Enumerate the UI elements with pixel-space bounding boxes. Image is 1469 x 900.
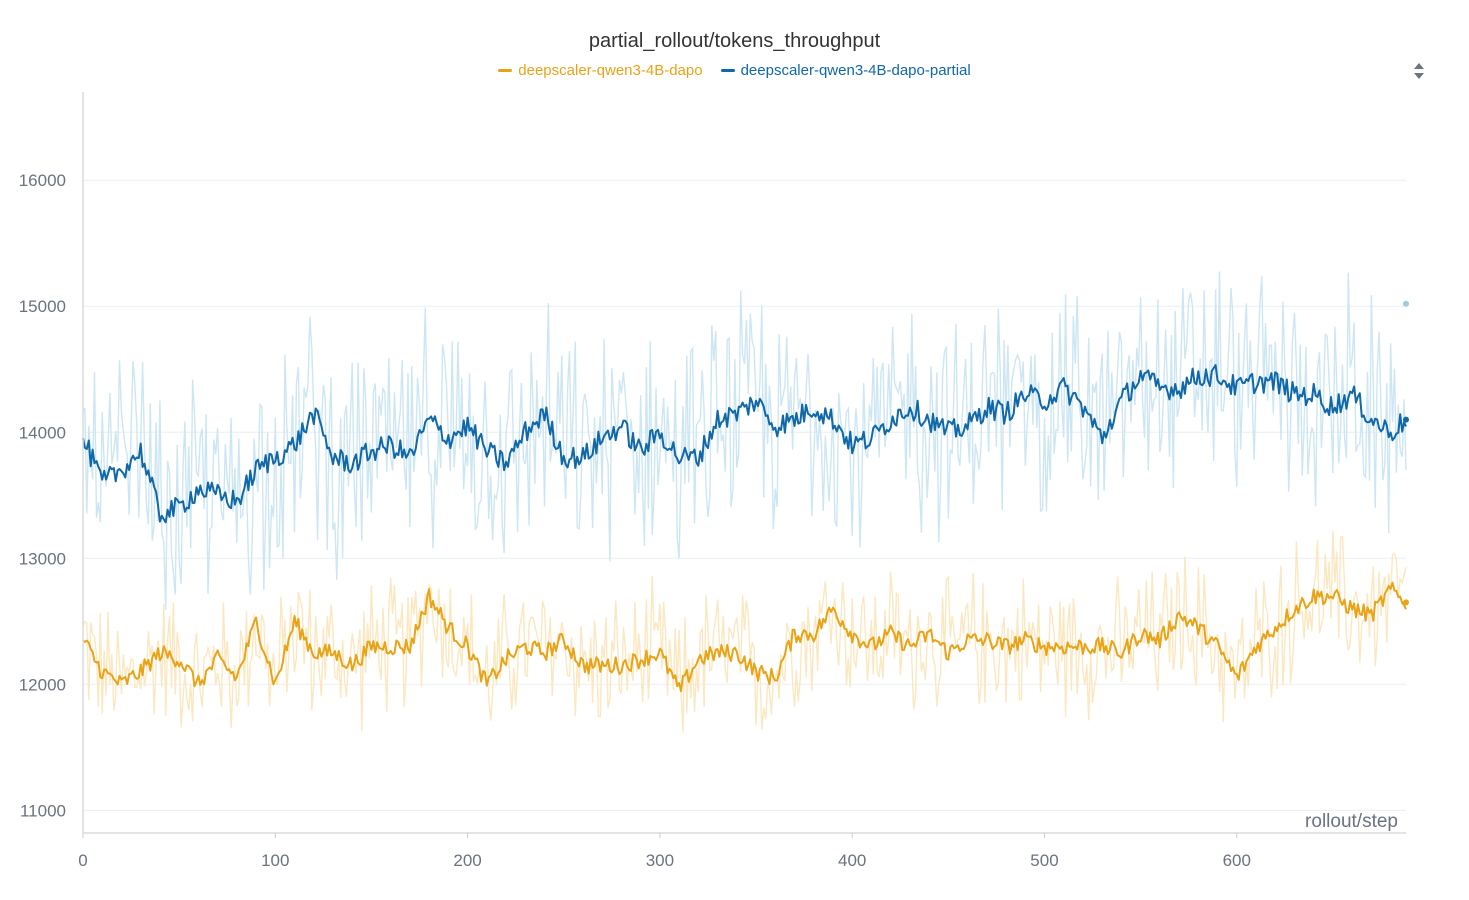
y-tick-label: 12000 [19,675,66,694]
end-marker [1403,300,1409,307]
chart-title: partial_rollout/tokens_throughput [588,30,881,52]
x-tick-label: 200 [453,851,481,870]
grid-lines [83,179,1406,811]
axes [82,92,1406,834]
y-tick-label: 15000 [19,297,66,316]
legend-label-dapo-partial: deepscaler-qwen3-4B-dapo-partial [740,62,971,79]
x-axis-label: rollout/step [1305,811,1398,832]
x-tick-label: 600 [1223,851,1251,870]
x-tick-label: 0 [78,851,87,870]
smoothed-series-layer [82,364,1407,693]
x-tick-label: 100 [261,851,289,870]
y-tick-label: 14000 [19,423,66,442]
smoothed-line-dapo [82,581,1407,693]
end-marker [1403,599,1409,606]
legend-item-dapo-partial[interactable]: deepscaler-qwen3-4B-dapo-partial [720,62,971,79]
legend: deepscaler-qwen3-4B-dapo deepscaler-qwen… [0,62,1469,79]
raw-series-layer [82,271,1407,732]
y-tick-label: 11000 [20,801,66,820]
x-tick-label: 300 [646,851,674,870]
smoothed-line-dapo-partial [82,364,1407,524]
x-tick-label: 500 [1030,851,1058,870]
raw-line-dapo [82,531,1407,732]
legend-swatch-dapo-partial [720,69,735,72]
raw-line-dapo-partial [82,271,1407,610]
sort-updown-icon[interactable] [1411,62,1427,80]
end-markers [1403,300,1409,606]
y-tick-label: 13000 [19,549,66,568]
end-marker [1403,416,1409,423]
y-tick-label: 16000 [19,171,66,190]
tick-labels: 11000 12000 13000 14000 15000 16000 0 100 200 300… [19,171,1251,870]
legend-label-dapo: deepscaler-qwen3-4B-dapo [518,62,703,79]
legend-item-dapo[interactable]: deepscaler-qwen3-4B-dapo [498,62,703,79]
x-tick-label: 400 [838,851,866,870]
legend-swatch-dapo [498,69,513,72]
